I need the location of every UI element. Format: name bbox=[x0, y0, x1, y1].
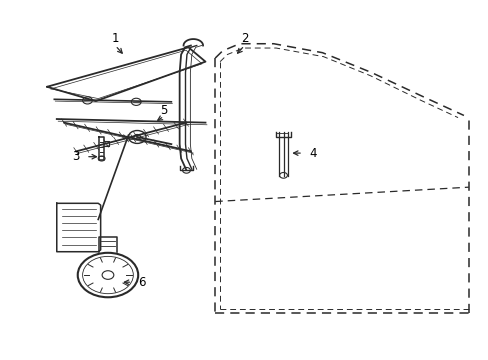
Text: 5: 5 bbox=[160, 104, 167, 117]
Text: 3: 3 bbox=[72, 150, 80, 163]
Text: 1: 1 bbox=[111, 32, 119, 45]
Text: 6: 6 bbox=[138, 276, 145, 289]
Text: 4: 4 bbox=[308, 147, 316, 159]
Text: 2: 2 bbox=[240, 32, 248, 45]
